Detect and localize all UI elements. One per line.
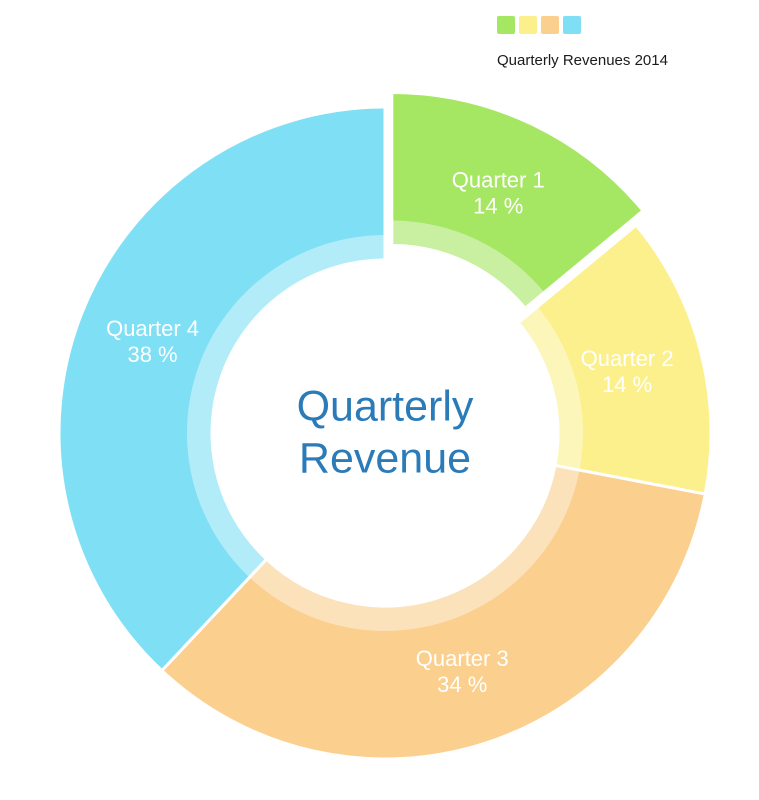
legend-swatch-quarter-4[interactable] — [563, 16, 581, 34]
legend-swatch-quarter-2[interactable] — [519, 16, 537, 34]
slice-inner-highlight-quarter-4 — [186, 234, 385, 578]
pie-slice-quarter-2[interactable] — [516, 223, 713, 496]
slice-label-quarter-4: Quarter 4 — [106, 316, 199, 341]
legend-swatch-quarter-3[interactable] — [541, 16, 559, 34]
slice-inner-highlight-quarter-3 — [249, 465, 580, 631]
legend-swatch-quarter-1[interactable] — [497, 16, 515, 34]
legend-swatch-row — [497, 16, 668, 34]
pie-slice-quarter-1[interactable] — [390, 91, 645, 310]
legend-title: Quarterly Revenues 2014 — [497, 52, 668, 69]
slice-label-quarter-1: Quarter 1 — [452, 167, 545, 192]
slice-value-quarter-3: 34 % — [437, 672, 487, 697]
slice-value-quarter-4: 38 % — [127, 342, 177, 367]
chart-legend: Quarterly Revenues 2014 — [497, 16, 668, 69]
slice-label-quarter-2: Quarter 2 — [581, 346, 674, 371]
slice-group-quarter-3: Quarter 334 % — [160, 463, 707, 761]
slice-inner-highlight-quarter-1 — [391, 220, 545, 309]
slice-value-quarter-1: 14 % — [473, 193, 523, 218]
slice-value-quarter-2: 14 % — [602, 372, 652, 397]
slice-inner-highlight-quarter-2 — [518, 306, 583, 471]
slice-group-quarter-4: Quarter 438 % — [57, 105, 387, 673]
slice-group-quarter-2: Quarter 214 % — [516, 223, 713, 496]
slice-label-quarter-3: Quarter 3 — [416, 646, 509, 671]
pie-slice-quarter-4[interactable] — [57, 105, 387, 673]
pie-slice-quarter-3[interactable] — [160, 463, 707, 761]
slice-group-quarter-1: Quarter 114 % — [390, 91, 645, 310]
